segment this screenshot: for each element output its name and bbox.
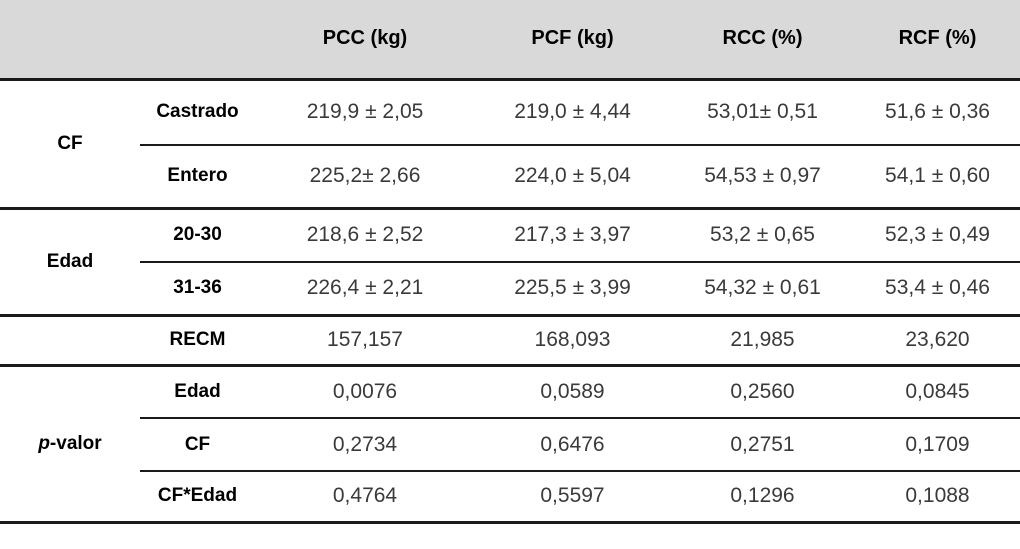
value-cell: 0,1709	[855, 418, 1020, 472]
group-label-pvalor: p-valor	[0, 365, 140, 524]
row-entero: Entero 225,2± 2,66 224,0 ± 5,04 54,53 ± …	[0, 145, 1020, 210]
value-cell: 219,0 ± 4,44	[475, 79, 670, 146]
value-cell: 0,1296	[670, 471, 855, 524]
row-castrado: CF Castrado 219,9 ± 2,05 219,0 ± 4,44 53…	[0, 79, 1020, 210]
row-recm: RECM 157,157 168,093 21,985 23,620	[0, 315, 1020, 367]
value-cell: 51,6 ± 0,36	[855, 79, 1020, 146]
row-pvalor-cf: CF 0,2734 0,6476 0,2751 0,1709	[0, 418, 1020, 472]
value-cell: 0,0845	[855, 365, 1020, 419]
value-cell: 53,01± 0,51	[670, 79, 855, 146]
value-cell: 0,4764	[255, 471, 475, 524]
row-pvalor-edad: p-valor Edad 0,0076 0,0589 0,2560 0,0845	[0, 365, 1020, 524]
value-cell: 21,985	[670, 315, 855, 367]
row-label-p-cf: CF	[140, 418, 255, 472]
value-cell: 54,53 ± 0,97	[670, 145, 855, 210]
value-cell: 0,2560	[670, 365, 855, 419]
header-cell-pcc: PCC (kg)	[255, 0, 475, 81]
group-label-cf: CF	[0, 79, 140, 210]
value-cell: 0,6476	[475, 418, 670, 472]
value-cell: 53,2 ± 0,65	[670, 208, 855, 263]
value-cell: 226,4 ± 2,21	[255, 262, 475, 317]
header-cell-rcc: RCC (%)	[670, 0, 855, 81]
value-cell: 0,0589	[475, 365, 670, 419]
row-label-castrado: Castrado	[140, 79, 255, 146]
value-cell: 224,0 ± 5,04	[475, 145, 670, 210]
value-cell: 168,093	[475, 315, 670, 367]
recm-empty-cell	[0, 315, 140, 367]
header-row: PCC (kg) PCF (kg) RCC (%) RCF (%)	[0, 0, 1020, 81]
value-cell: 54,1 ± 0,60	[855, 145, 1020, 210]
header-empty-cell	[0, 0, 255, 81]
row-label-p-edad: Edad	[140, 365, 255, 419]
value-cell: 54,32 ± 0,61	[670, 262, 855, 317]
results-table: PCC (kg) PCF (kg) RCC (%) RCF (%) CF Cas…	[0, 0, 1020, 524]
group-label-edad: Edad	[0, 208, 140, 317]
value-cell: 217,3 ± 3,97	[475, 208, 670, 263]
row-20-30: Edad 20-30 218,6 ± 2,52 217,3 ± 3,97 53,…	[0, 208, 1020, 317]
value-cell: 0,1088	[855, 471, 1020, 524]
header-cell-pcf: PCF (kg)	[475, 0, 670, 81]
value-cell: 219,9 ± 2,05	[255, 79, 475, 146]
value-cell: 53,4 ± 0,46	[855, 262, 1020, 317]
row-label-31-36: 31-36	[140, 262, 255, 317]
value-cell: 218,6 ± 2,52	[255, 208, 475, 263]
pvalor-label-rest: -valor	[49, 432, 102, 454]
value-cell: 0,5597	[475, 471, 670, 524]
value-cell: 0,2734	[255, 418, 475, 472]
header-cell-rcf: RCF (%)	[855, 0, 1020, 81]
pvalor-italic-p: p	[38, 432, 50, 454]
value-cell: 157,157	[255, 315, 475, 367]
value-cell: 0,2751	[670, 418, 855, 472]
row-label-20-30: 20-30	[140, 208, 255, 263]
row-label-entero: Entero	[140, 145, 255, 210]
value-cell: 0,0076	[255, 365, 475, 419]
row-label-recm: RECM	[140, 315, 255, 367]
value-cell: 225,2± 2,66	[255, 145, 475, 210]
row-31-36: 31-36 226,4 ± 2,21 225,5 ± 3,99 54,32 ± …	[0, 262, 1020, 317]
value-cell: 225,5 ± 3,99	[475, 262, 670, 317]
row-label-p-cfedad: CF*Edad	[140, 471, 255, 524]
row-pvalor-cfedad: CF*Edad 0,4764 0,5597 0,1296 0,1088	[0, 471, 1020, 524]
value-cell: 23,620	[855, 315, 1020, 367]
value-cell: 52,3 ± 0,49	[855, 208, 1020, 263]
